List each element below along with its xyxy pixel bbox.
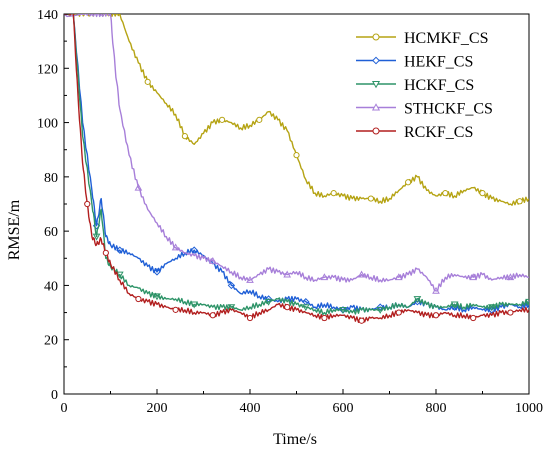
data-point <box>209 312 216 319</box>
y-tick-label: 140 <box>37 8 58 23</box>
data-point <box>190 246 198 254</box>
data-point <box>293 152 300 159</box>
legend-marker <box>372 56 380 65</box>
data-point <box>413 296 422 304</box>
x-tick-label: 1000 <box>515 401 543 416</box>
legend-label: HEKF_CS <box>404 54 473 71</box>
x-tick-label: 800 <box>426 401 447 416</box>
data-point <box>405 179 412 186</box>
data-point <box>135 295 142 303</box>
x-tick-label: 400 <box>240 401 261 416</box>
data-point <box>339 306 347 314</box>
series-layer <box>64 14 529 324</box>
data-point <box>395 309 402 316</box>
y-tick-label: 80 <box>44 171 58 186</box>
y-tick-label: 60 <box>44 225 58 240</box>
legend-item: RCKF_CS <box>356 124 473 141</box>
data-point <box>283 270 292 278</box>
data-point <box>153 293 161 301</box>
legend-item: HCKF_CS <box>356 77 474 94</box>
data-point <box>264 298 273 306</box>
data-point <box>153 268 161 276</box>
y-tick-label: 40 <box>44 279 58 294</box>
legend-marker <box>372 33 380 41</box>
data-point <box>394 273 403 281</box>
data-point <box>357 270 366 278</box>
data-point <box>172 306 179 313</box>
data-point <box>376 306 385 314</box>
legend-label: HCMKF_CS <box>404 30 488 47</box>
data-point <box>525 298 529 306</box>
series-sthckf-cs <box>64 14 529 294</box>
legend-label: HCKF_CS <box>404 77 474 94</box>
data-point <box>102 249 109 256</box>
legend-marker <box>372 127 380 135</box>
series-line <box>64 14 529 316</box>
series-rckf-cs <box>64 14 529 324</box>
legend-marker <box>371 103 381 111</box>
y-tick-label: 20 <box>44 334 58 349</box>
data-point <box>488 306 496 314</box>
data-point <box>507 309 514 316</box>
legend-item: STHCKF_CS <box>356 101 493 118</box>
data-point <box>320 273 329 281</box>
data-point <box>134 183 143 191</box>
data-point <box>432 312 440 319</box>
data-point <box>115 271 124 279</box>
data-point <box>219 116 226 123</box>
data-point <box>301 304 310 312</box>
data-point <box>442 190 449 197</box>
series-line <box>64 14 529 323</box>
series-line <box>64 14 529 313</box>
data-point <box>171 243 180 251</box>
legend: HCMKF_CS HEKF_CS HCKF_CS STHCKF_CS RCKF_CS <box>356 30 493 141</box>
data-point <box>116 246 124 254</box>
data-point <box>92 233 101 241</box>
data-point <box>227 304 236 312</box>
series-line <box>64 14 529 292</box>
y-axis-label: RMSE/m <box>6 199 23 260</box>
x-axis-label: Time/s <box>273 431 317 448</box>
data-point <box>479 190 486 197</box>
data-point <box>330 190 337 197</box>
data-point <box>208 256 217 264</box>
data-point <box>321 314 328 322</box>
legend-marker <box>371 80 381 89</box>
data-point <box>227 281 236 290</box>
legend-item: HCMKF_CS <box>356 30 488 47</box>
y-tick-label: 100 <box>37 117 58 132</box>
legend-item: HEKF_CS <box>356 54 473 71</box>
data-point <box>470 314 477 322</box>
data-point <box>358 317 365 324</box>
series-hckf-cs <box>64 14 529 316</box>
data-point <box>450 301 459 309</box>
x-tick-label: 0 <box>61 401 68 416</box>
legend-label: STHCKF_CS <box>404 101 493 118</box>
x-tick-label: 200 <box>147 401 168 416</box>
plot-frame <box>63 13 530 395</box>
data-point <box>246 275 254 283</box>
series-hcmkf-cs <box>64 14 529 206</box>
data-point <box>367 195 374 202</box>
axes-layer: 0 200 400 600 800 1000 0 20 40 60 80 100 120 140 <box>37 8 543 416</box>
data-point <box>469 273 478 281</box>
data-point <box>284 304 291 311</box>
plot-area: 0 200 400 600 800 1000 0 20 40 60 80 100 120 140 <box>37 8 543 416</box>
data-point <box>144 78 151 85</box>
data-point <box>516 198 523 205</box>
data-point <box>84 200 91 208</box>
data-point <box>487 304 496 312</box>
data-point <box>506 273 515 281</box>
data-point <box>246 314 254 322</box>
data-point <box>190 301 199 309</box>
data-point <box>256 116 263 123</box>
legend-label: RCKF_CS <box>404 124 473 141</box>
x-tick-label: 600 <box>333 401 354 416</box>
y-tick-label: 120 <box>37 62 58 77</box>
data-point <box>432 286 440 294</box>
y-tick-label: 0 <box>51 388 58 403</box>
data-point <box>181 133 188 140</box>
